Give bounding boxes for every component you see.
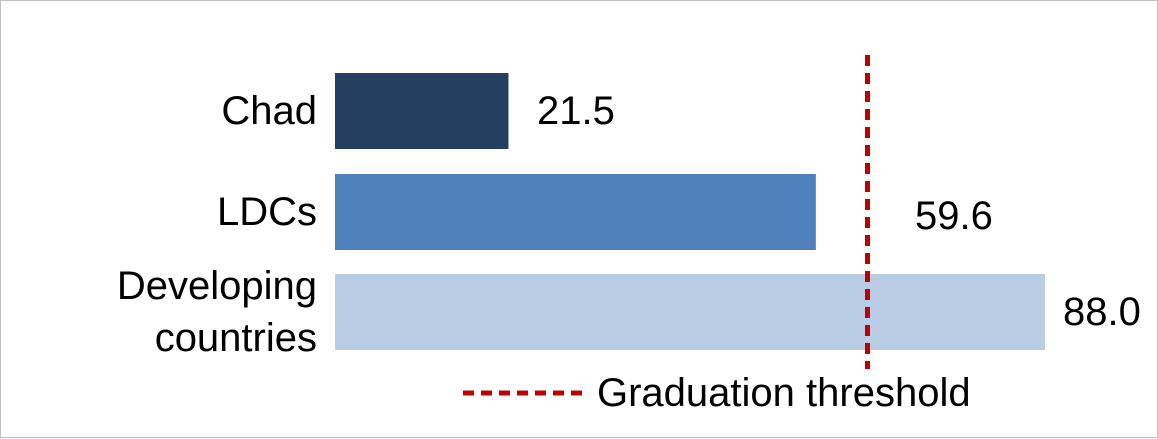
- bar-2: [335, 274, 1045, 350]
- bar-0: [335, 73, 509, 149]
- value-label-0: 21.5: [537, 89, 615, 133]
- category-label-2-line-1: countries: [155, 316, 317, 360]
- value-label-1: 59.6: [915, 194, 993, 238]
- legend: Graduation threshold: [463, 371, 971, 415]
- category-label-0: Chad: [221, 89, 317, 133]
- bar-1: [335, 174, 816, 250]
- legend-threshold-label: Graduation threshold: [597, 371, 971, 415]
- bars-layer: [335, 73, 1045, 350]
- labels-layer: Chad 21.5 LDCs 59.6 Developing countries 88.0: [117, 89, 1141, 360]
- category-label-1: LDCs: [217, 190, 317, 234]
- value-label-2: 88.0: [1063, 290, 1141, 334]
- category-label-2-line-0: Developing: [117, 264, 317, 308]
